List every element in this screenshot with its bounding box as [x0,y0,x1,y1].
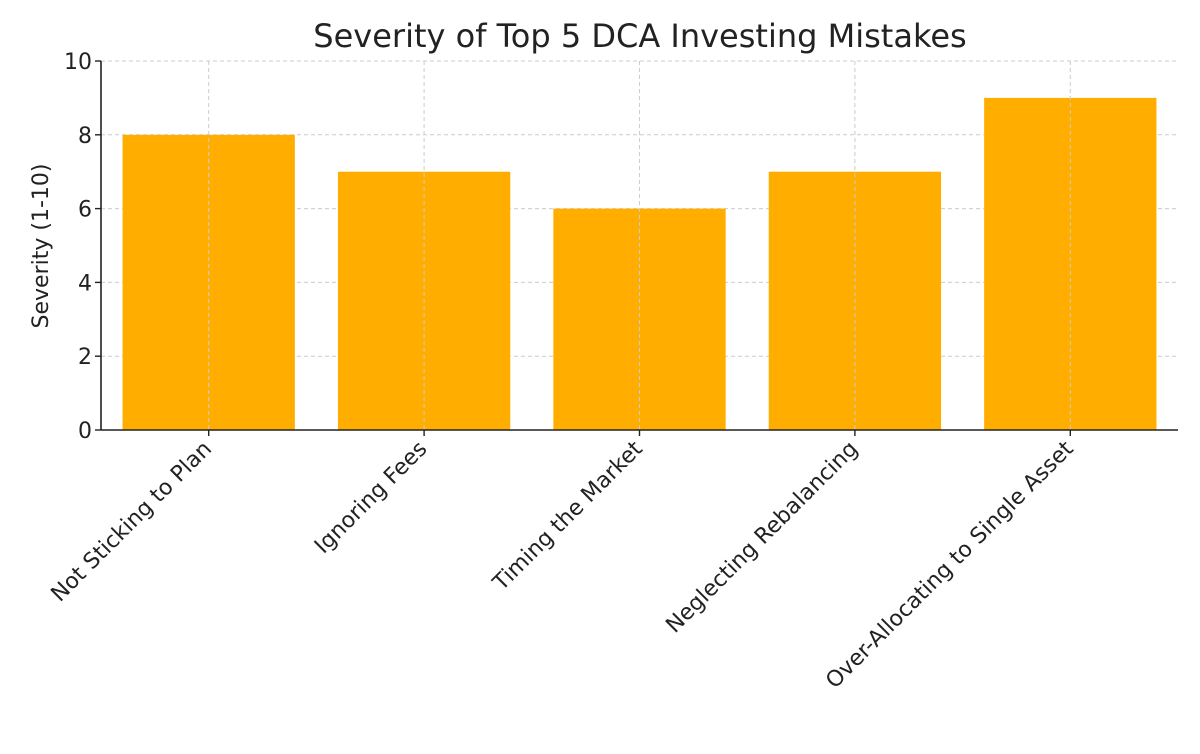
x-tick-label: Over-Allocating to Single Asset [821,436,1078,693]
y-tick-label: 6 [78,198,92,223]
y-tick-label: 10 [64,50,92,75]
chart-title: Severity of Top 5 DCA Investing Mistakes [313,17,966,55]
y-tick-label: 0 [78,419,92,444]
x-ticks: Not Sticking to Plan Ignoring Fees Timing … [47,430,1079,694]
x-tick-label: Ignoring Fees [310,437,432,559]
y-tick-label: 4 [78,271,92,296]
y-ticks: 0 2 4 6 8 10 [64,50,101,444]
y-tick-label: 2 [78,345,92,370]
bar-3 [553,208,726,430]
x-tick-label: Neglecting Rebalancing [661,437,863,639]
x-tick-label: Not Sticking to Plan [47,437,217,607]
x-tick-label: Timing the Market [488,436,648,596]
y-axis-label: Severity (1-10) [29,164,54,329]
vertical-grid-lines [208,61,1071,430]
y-tick-label: 8 [78,124,92,149]
